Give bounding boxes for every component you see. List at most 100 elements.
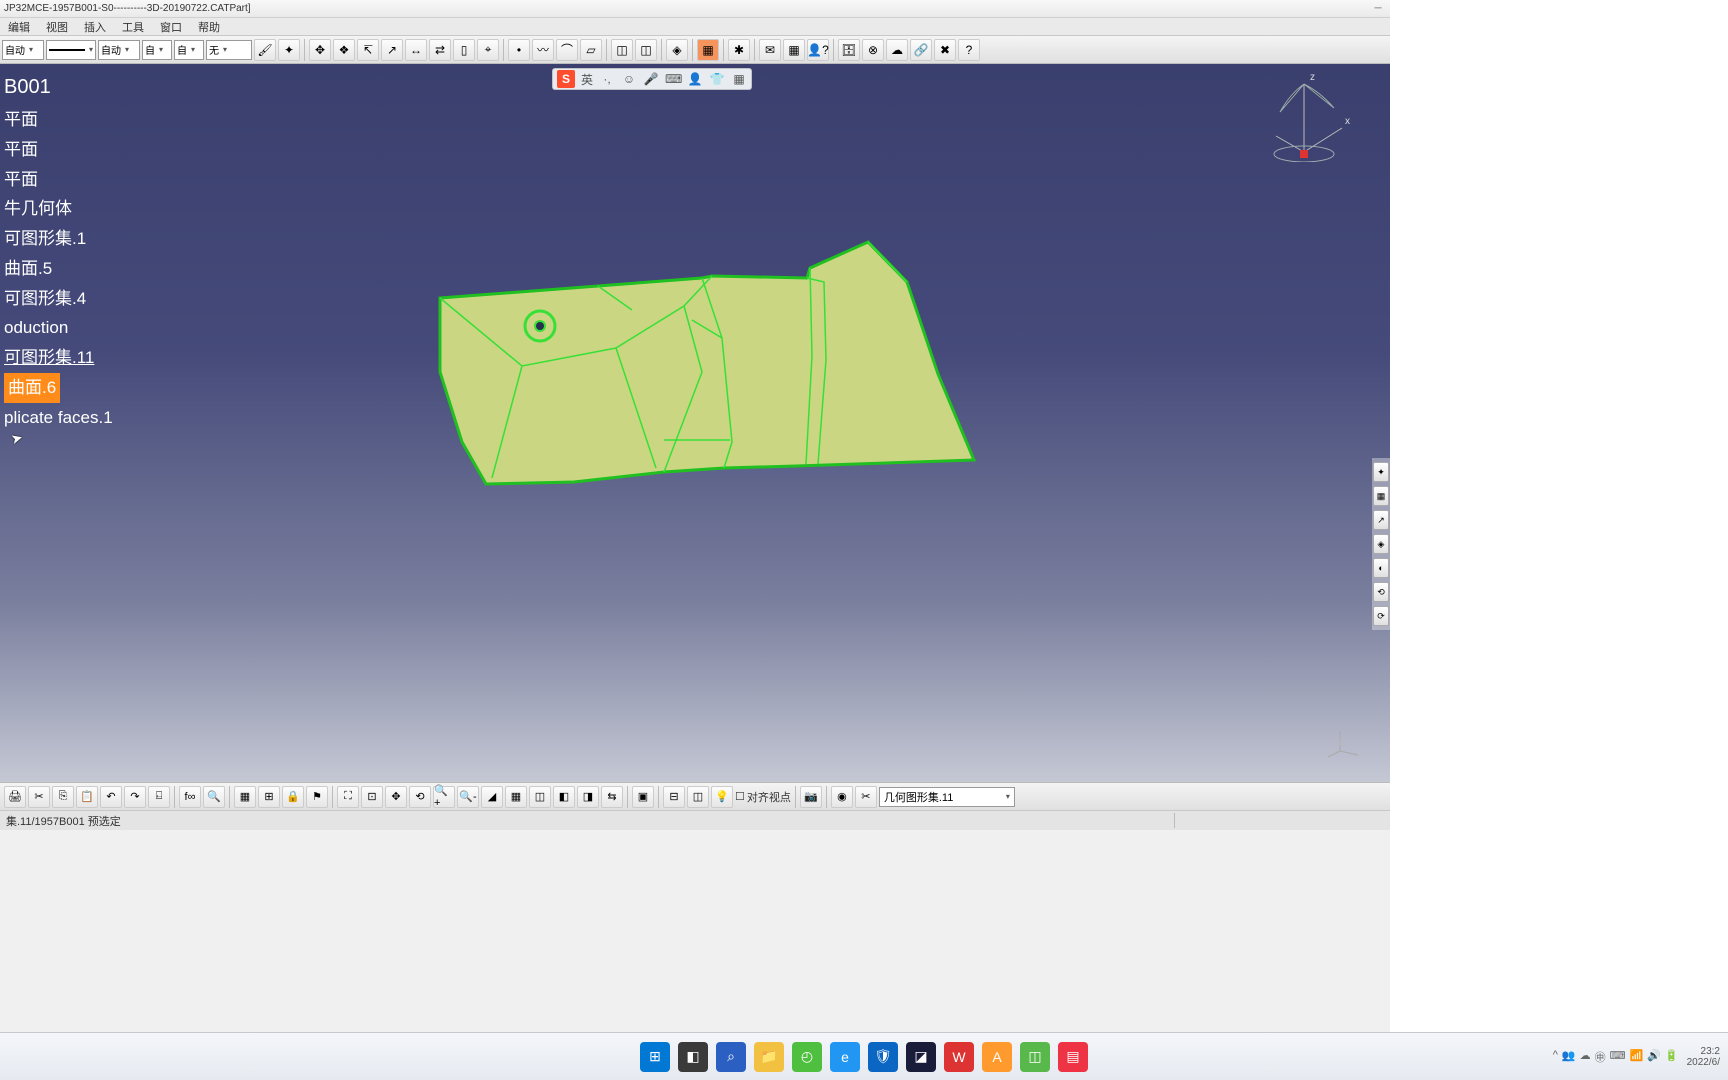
- taskbar-app[interactable]: 🛡: [868, 1042, 898, 1072]
- box-left-icon[interactable]: ◫: [611, 39, 633, 61]
- arc-icon[interactable]: ⌒: [556, 39, 578, 61]
- grid-icon[interactable]: ▦: [783, 39, 805, 61]
- menu-edit[interactable]: 编辑: [0, 18, 38, 35]
- whatsthis-icon[interactable]: ⍇: [148, 786, 170, 808]
- probe-icon[interactable]: ⌖: [477, 39, 499, 61]
- ime-mode[interactable]: 英: [581, 71, 593, 88]
- copy-icon[interactable]: ⎘: [52, 786, 74, 808]
- taskbar-app[interactable]: ◪: [906, 1042, 936, 1072]
- help-person-icon[interactable]: 👤?: [807, 39, 829, 61]
- ime-toolbar[interactable]: S 英 ·, ☺ 🎤 ⌨ 👤 👕 ▦: [552, 68, 752, 90]
- compass[interactable]: z x: [1270, 72, 1350, 162]
- mail-icon[interactable]: ✉: [759, 39, 781, 61]
- center-icon[interactable]: ⊡: [361, 786, 383, 808]
- tree-item[interactable]: plicate faces.1: [0, 403, 113, 433]
- graph-icon[interactable]: ⊞: [258, 786, 280, 808]
- combo-auto-1[interactable]: 自动: [2, 40, 44, 60]
- taskbar-app[interactable]: ◴: [792, 1042, 822, 1072]
- tree-item[interactable]: 牛几何体: [0, 194, 113, 224]
- combo-auto-2[interactable]: 自动: [98, 40, 140, 60]
- tray-people-icon[interactable]: 👥: [1562, 1049, 1576, 1065]
- orange-icon[interactable]: ▦: [697, 39, 719, 61]
- swap-icon[interactable]: ⇆: [601, 786, 623, 808]
- shade-icon[interactable]: ◧: [553, 786, 575, 808]
- menu-insert[interactable]: 插入: [76, 18, 114, 35]
- taskbar-clock[interactable]: 23:2 2022/6/: [1687, 1046, 1720, 1068]
- delete-icon[interactable]: ✖: [934, 39, 956, 61]
- zoom-out-icon[interactable]: 🔍-: [457, 786, 479, 808]
- minimize-button[interactable]: ─: [1370, 3, 1386, 14]
- zoom-in-icon[interactable]: 🔍+: [433, 786, 455, 808]
- undo-icon[interactable]: ↶: [100, 786, 122, 808]
- measure-icon[interactable]: ↔: [405, 39, 427, 61]
- workobject-combo[interactable]: 几何图形集.11: [879, 787, 1015, 807]
- normal-view-icon[interactable]: ◢: [481, 786, 503, 808]
- ime-skin-icon[interactable]: 👕: [709, 72, 725, 86]
- tree-item[interactable]: 可图形集.4: [0, 284, 113, 314]
- tray-wifi-icon[interactable]: 📶: [1630, 1049, 1644, 1065]
- render-icon[interactable]: ▣: [632, 786, 654, 808]
- ime-punct-icon[interactable]: ·,: [599, 72, 615, 86]
- tree-item[interactable]: 可图形集.1: [0, 224, 113, 254]
- rtool-7-icon[interactable]: ⟳: [1373, 606, 1389, 626]
- ime-keyboard-icon[interactable]: ⌨: [665, 72, 681, 86]
- tree-item[interactable]: 曲面.5: [0, 254, 113, 284]
- link-icon[interactable]: ⊟: [663, 786, 685, 808]
- menu-tools[interactable]: 工具: [114, 18, 152, 35]
- surface-icon[interactable]: ◈: [666, 39, 688, 61]
- 3d-surface-model[interactable]: [432, 242, 992, 507]
- tray-onedrive-icon[interactable]: ☁: [1580, 1049, 1591, 1065]
- eraser-icon[interactable]: ✦: [278, 39, 300, 61]
- section-icon[interactable]: ✂: [855, 786, 877, 808]
- rtool-1-icon[interactable]: ✦: [1373, 462, 1389, 482]
- print-icon[interactable]: 🖨: [4, 786, 26, 808]
- redo-icon[interactable]: ↷: [124, 786, 146, 808]
- ime-user-icon[interactable]: 👤: [687, 72, 703, 86]
- pick-icon[interactable]: ↗: [381, 39, 403, 61]
- table-icon[interactable]: ▦: [234, 786, 256, 808]
- 3d-viewport[interactable]: B001 平面 平面 平面 牛几何体 可图形集.1 曲面.5 可图形集.4 od…: [0, 64, 1390, 782]
- rtool-5-icon[interactable]: ◐: [1373, 558, 1389, 578]
- tray-battery-icon[interactable]: 🔋: [1665, 1049, 1679, 1065]
- light-icon[interactable]: 💡: [711, 786, 733, 808]
- search-icon[interactable]: 🔍: [203, 786, 225, 808]
- iso-view-icon[interactable]: ◫: [529, 786, 551, 808]
- link1-icon[interactable]: ⊗: [862, 39, 884, 61]
- spin-icon[interactable]: ◉: [831, 786, 853, 808]
- tray-volume-icon[interactable]: 🔊: [1647, 1049, 1661, 1065]
- tree-item-selected[interactable]: 曲面.6: [0, 373, 113, 403]
- paste-icon[interactable]: 📋: [76, 786, 98, 808]
- rtool-2-icon[interactable]: ▦: [1373, 486, 1389, 506]
- menu-window[interactable]: 窗口: [152, 18, 190, 35]
- menu-view[interactable]: 视图: [38, 18, 76, 35]
- combo-4[interactable]: 自: [142, 40, 172, 60]
- dot-icon[interactable]: •: [508, 39, 530, 61]
- ime-face-icon[interactable]: ☺: [621, 72, 637, 86]
- align-viewpoint-checkbox[interactable]: ☐对齐视点: [735, 789, 791, 805]
- align-icon[interactable]: ⇄: [429, 39, 451, 61]
- lock-icon[interactable]: 🔒: [282, 786, 304, 808]
- box-right-icon[interactable]: ◫: [635, 39, 657, 61]
- hide-icon[interactable]: ◨: [577, 786, 599, 808]
- combo-none[interactable]: 无: [206, 40, 252, 60]
- link2-icon[interactable]: 🔗: [910, 39, 932, 61]
- tree-item[interactable]: 平面: [0, 105, 113, 135]
- fx-icon[interactable]: f∞: [179, 786, 201, 808]
- tray-keyboard-icon[interactable]: ⌨: [1610, 1049, 1626, 1065]
- tree-item[interactable]: 可图形集.11: [0, 343, 113, 373]
- fit-icon[interactable]: ⛶: [337, 786, 359, 808]
- brush-icon[interactable]: 🖌: [254, 39, 276, 61]
- ruler-icon[interactable]: ▯: [453, 39, 475, 61]
- taskbar-app[interactable]: e: [830, 1042, 860, 1072]
- menu-help[interactable]: 帮助: [190, 18, 228, 35]
- taskbar-app[interactable]: ▤: [1058, 1042, 1088, 1072]
- tree-item[interactable]: 平面: [0, 135, 113, 165]
- tray-chevron-icon[interactable]: ^: [1553, 1049, 1558, 1065]
- rotate-view-icon[interactable]: ⟲: [409, 786, 431, 808]
- camera-icon[interactable]: 📷: [800, 786, 822, 808]
- tray-lang-icon[interactable]: ㊥: [1595, 1049, 1606, 1065]
- db-icon[interactable]: 🗄: [838, 39, 860, 61]
- cut-icon[interactable]: ✂: [28, 786, 50, 808]
- rtool-4-icon[interactable]: ◈: [1373, 534, 1389, 554]
- axis-icon[interactable]: ↸: [357, 39, 379, 61]
